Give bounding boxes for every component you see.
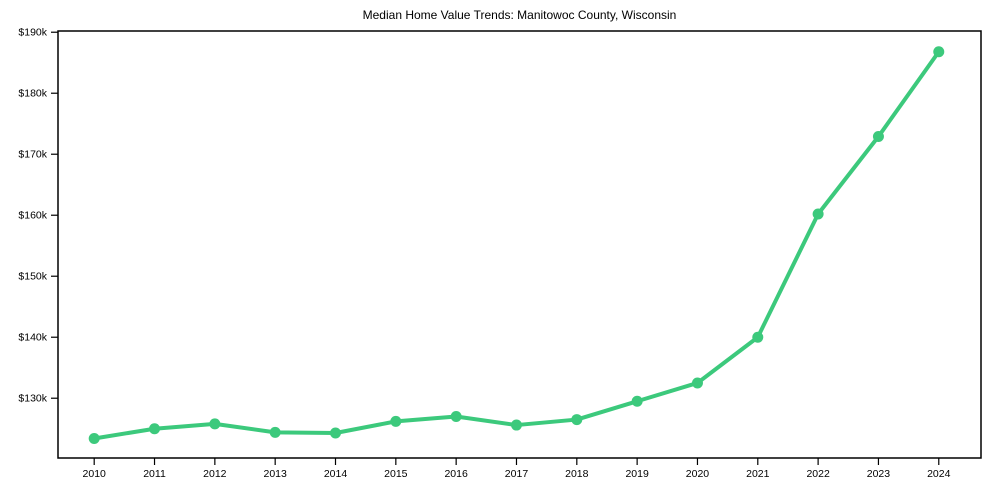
chart-title: Median Home Value Trends: Manitowoc Coun…: [362, 8, 677, 22]
x-axis-tick-label: 2012: [203, 468, 227, 480]
data-point-2021: [752, 331, 764, 343]
x-axis-tick-label: 2020: [686, 468, 710, 480]
x-axis-tick-label: 2013: [263, 468, 287, 480]
data-point-2024: [933, 46, 945, 58]
data-point-2013: [269, 426, 281, 438]
x-axis-tick-label: 2022: [806, 468, 830, 480]
data-point-2018: [571, 414, 583, 426]
x-axis-tick-label: 2024: [927, 468, 951, 480]
plot-border: [57, 30, 982, 459]
x-axis-tick-label: 2010: [83, 468, 107, 480]
y-axis-tick-label: $150k: [18, 271, 47, 283]
y-axis-tick-label: $170k: [18, 149, 47, 161]
y-axis-tick-label: $160k: [18, 210, 47, 222]
trend-line: [92, 49, 941, 441]
x-axis-tick-label: 2011: [143, 468, 166, 480]
data-point-2012: [209, 418, 221, 430]
x-axis-tick-label: 2016: [444, 468, 468, 480]
x-axis-tick-label: 2021: [746, 468, 770, 480]
x-axis-tick-label: 2019: [625, 468, 649, 480]
x-axis-tick-label: 2017: [505, 468, 529, 480]
x-axis-tick-label: 2023: [867, 468, 891, 480]
data-point-2011: [149, 423, 161, 435]
data-point-2023: [872, 131, 884, 143]
y-axis-tick-label: $140k: [18, 332, 47, 344]
x-axis-tick-label: 2014: [324, 468, 348, 480]
x-axis-tick-label: 2018: [565, 468, 589, 480]
y-axis-tick-label: $190k: [18, 27, 47, 39]
data-point-2010: [88, 432, 100, 444]
data-point-2014: [330, 427, 342, 439]
x-axis-tick-label: 2015: [384, 468, 408, 480]
data-point-2016: [450, 411, 462, 423]
data-point-2019: [631, 395, 643, 407]
y-axis-tick-label: $180k: [18, 88, 47, 100]
y-axis-tick-label: $130k: [18, 393, 47, 405]
data-point-2022: [812, 208, 824, 220]
data-point-2015: [390, 415, 402, 427]
data-point-2020: [691, 377, 703, 389]
data-point-2017: [510, 419, 522, 431]
